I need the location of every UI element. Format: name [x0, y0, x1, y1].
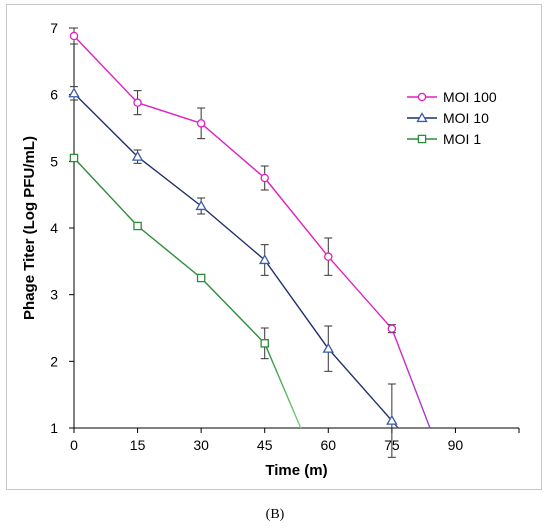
x-tick-label: 0 [70, 437, 78, 453]
data-point-circle [260, 173, 269, 183]
series-line-segment [73, 157, 139, 227]
series-0 [69, 27, 431, 429]
series-line-segment [73, 92, 139, 158]
series-line-segment [137, 102, 202, 124]
x-tick-label: 30 [193, 437, 209, 453]
series-line-segment [200, 205, 266, 261]
x-axis-title: Time (m) [265, 462, 327, 479]
data-point-circle [324, 252, 333, 261]
data-point-square [69, 153, 79, 163]
data-point-square [133, 221, 142, 231]
y-tick-label: 3 [50, 287, 58, 303]
figure-frame: 0 15 30 45 60 75 90 1 2 3 4 5 6 7 Time (m) Phage Titer … [6, 4, 542, 490]
y-tick-label: 7 [50, 20, 58, 36]
data-point-triangle [416, 112, 428, 123]
legend-label: MOI 10 [443, 110, 489, 126]
data-point-circle [196, 119, 206, 128]
data-point-circle [387, 324, 397, 333]
legend-label: MOI 1 [443, 131, 481, 147]
series-1 [68, 86, 399, 458]
series-line-segment [391, 328, 431, 429]
y-tick-label: 1 [50, 420, 58, 436]
x-tick-label: 90 [448, 437, 464, 453]
x-tick-label: 45 [257, 437, 273, 453]
y-axis-title: Phage Titer (Log PFU/mL) [21, 136, 38, 320]
data-point-square [196, 273, 206, 283]
y-tick-label: 2 [50, 353, 58, 369]
legend-label: MOI 100 [443, 89, 497, 105]
data-point-triangle [386, 414, 398, 425]
x-tick-label: 15 [130, 437, 146, 453]
data-point-circle [133, 98, 142, 107]
series-line-segment [264, 177, 329, 258]
series-line-segment [264, 343, 302, 429]
data-point-triangle [322, 342, 335, 353]
y-tick-label: 4 [50, 220, 58, 236]
data-point-triangle [131, 150, 144, 161]
data-point-circle [69, 31, 79, 41]
figure-caption: (B) [265, 507, 285, 522]
series-line-segment [264, 259, 329, 350]
data-point-triangle [258, 254, 271, 265]
series-line-segment [327, 256, 393, 330]
data-point-triangle [68, 87, 80, 98]
legend: MOI 100 MOI 10 MOI 1 [407, 89, 497, 147]
series-line-segment [137, 156, 202, 207]
data-point-circle [417, 92, 427, 102]
series-line-segment [200, 122, 266, 179]
series-line-segment [73, 35, 139, 104]
data-point-square [260, 339, 269, 348]
series-line-segment [137, 225, 202, 279]
y-tick-label: 6 [50, 87, 58, 103]
y-tick-label: 5 [50, 153, 58, 169]
x-tick-label: 60 [320, 437, 336, 453]
series-2 [69, 153, 302, 429]
data-point-triangle [195, 200, 207, 211]
data-point-square [417, 134, 427, 144]
series-line-segment [327, 348, 393, 422]
series-line-segment [200, 277, 266, 344]
